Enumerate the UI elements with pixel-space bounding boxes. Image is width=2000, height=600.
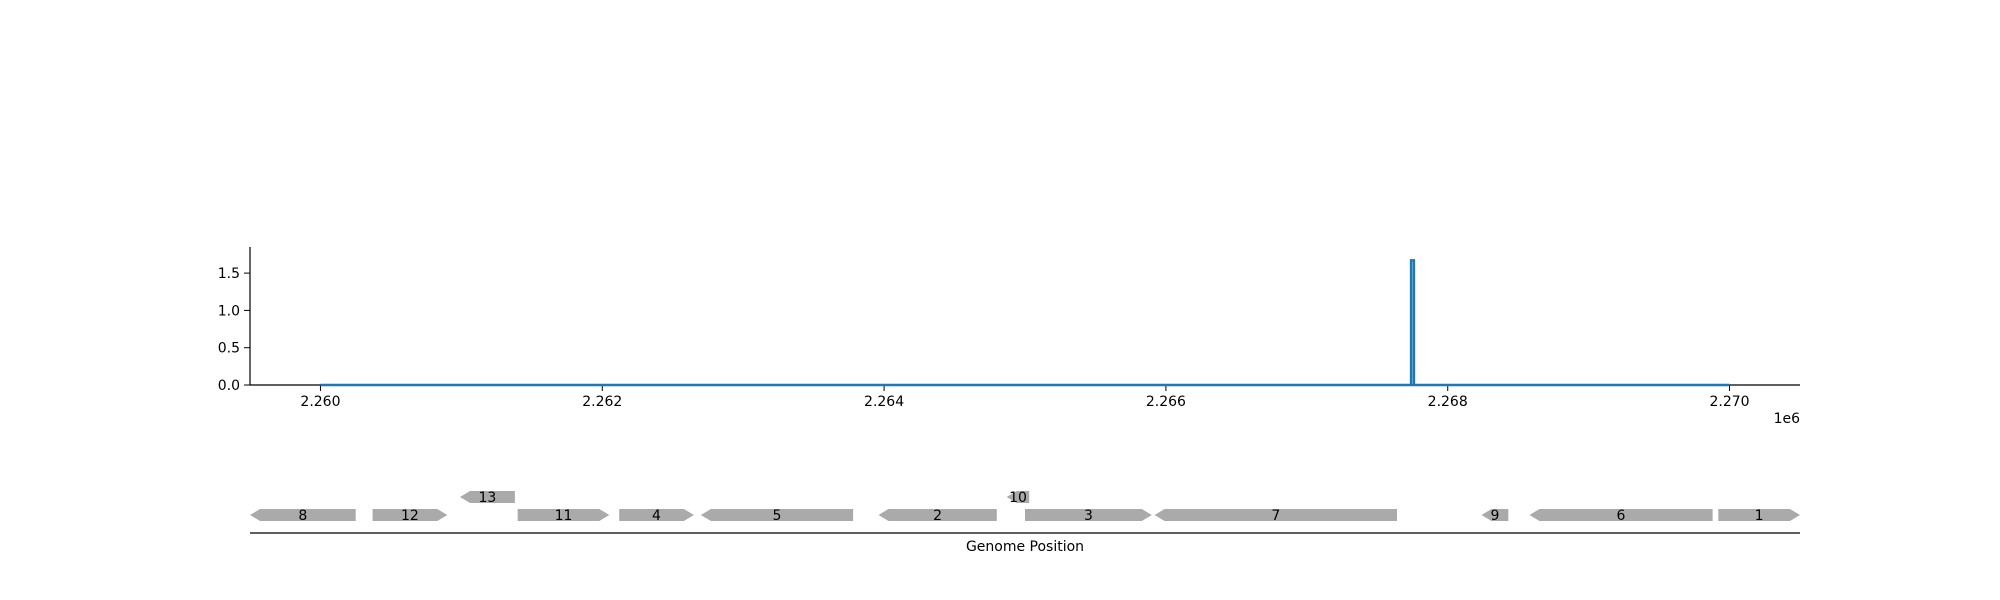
y-axis-ticks: 0.0 0.5 1.0 1.5: [218, 266, 250, 394]
gene-arrow: [460, 491, 515, 503]
x-tick-label: 2.268: [1428, 394, 1468, 410]
gene-7: 7: [1154, 508, 1397, 524]
gene-6: 6: [1529, 508, 1713, 524]
gene-8: 8: [250, 508, 356, 524]
gene-11: 11: [517, 508, 610, 524]
gene-label: 5: [773, 508, 782, 524]
gene-label: 12: [401, 508, 419, 524]
gene-label: 9: [1490, 508, 1499, 524]
gene-4: 4: [619, 508, 694, 524]
x-tick-label: 2.260: [300, 394, 340, 410]
gene-13: 13: [460, 490, 515, 506]
gene-1: 1: [1718, 508, 1800, 524]
gene-label: 3: [1084, 508, 1093, 524]
x-axis-offset-label: 1e6: [1774, 411, 1801, 427]
gene-12: 12: [372, 508, 448, 524]
gene-arrow: [250, 509, 356, 521]
x-tick-label: 2.262: [582, 394, 622, 410]
gene-arrow: [1025, 509, 1152, 521]
gene-label: 7: [1271, 508, 1280, 524]
gene-label: 8: [298, 508, 307, 524]
y-tick-label: 1.5: [218, 266, 240, 282]
gene-track: 8 12 13 11 4 5 2 10 3 7 9 6 1: [250, 490, 1800, 524]
genome-position-label: Genome Position: [966, 539, 1084, 555]
y-tick-label: 0.0: [218, 378, 240, 394]
gene-arrow: [372, 509, 448, 521]
gene-label: 11: [555, 508, 573, 524]
coverage-plot: 0.00.51.01.5 2.260 2.262 2.264 2.266 2.268 2.…: [218, 247, 1800, 427]
y-tick-label: 1.0: [218, 303, 240, 319]
gene-label: 4: [652, 508, 661, 524]
y-tick-label: 0.5: [218, 341, 240, 357]
gene-9: 9: [1481, 508, 1509, 524]
gene-arrow: [878, 509, 997, 521]
gene-2: 2: [878, 508, 997, 524]
gene-arrow: [1006, 491, 1030, 503]
gene-arrow: [1481, 509, 1509, 521]
x-tick-label: 2.264: [864, 394, 904, 410]
gene-map: 8 12 13 11 4 5 2 10 3 7 9 6 1 Genome Position: [250, 490, 1800, 555]
gene-arrow: [619, 509, 694, 521]
gene-label: 13: [478, 490, 496, 506]
gene-arrow: [1718, 509, 1800, 521]
gene-arrow: [517, 509, 610, 521]
x-axis-ticks: 2.260 2.262 2.264 2.266 2.268 2.270: [300, 385, 1750, 410]
gene-5: 5: [700, 508, 854, 524]
gene-10: 10: [1006, 490, 1030, 506]
gene-label: 6: [1617, 508, 1626, 524]
gene-arrow: [700, 509, 854, 521]
x-tick-label: 2.266: [1146, 394, 1186, 410]
gene-arrow: [1529, 509, 1713, 521]
x-tick-label: 2.270: [1709, 394, 1749, 410]
gene-3: 3: [1025, 508, 1152, 524]
coverage-line: [320, 259, 1730, 387]
gene-label: 1: [1755, 508, 1764, 524]
gene-label: 10: [1009, 490, 1027, 506]
gene-label: 2: [933, 508, 942, 524]
coverage-axes: [249, 247, 1800, 386]
gene-arrow: [1154, 509, 1397, 521]
